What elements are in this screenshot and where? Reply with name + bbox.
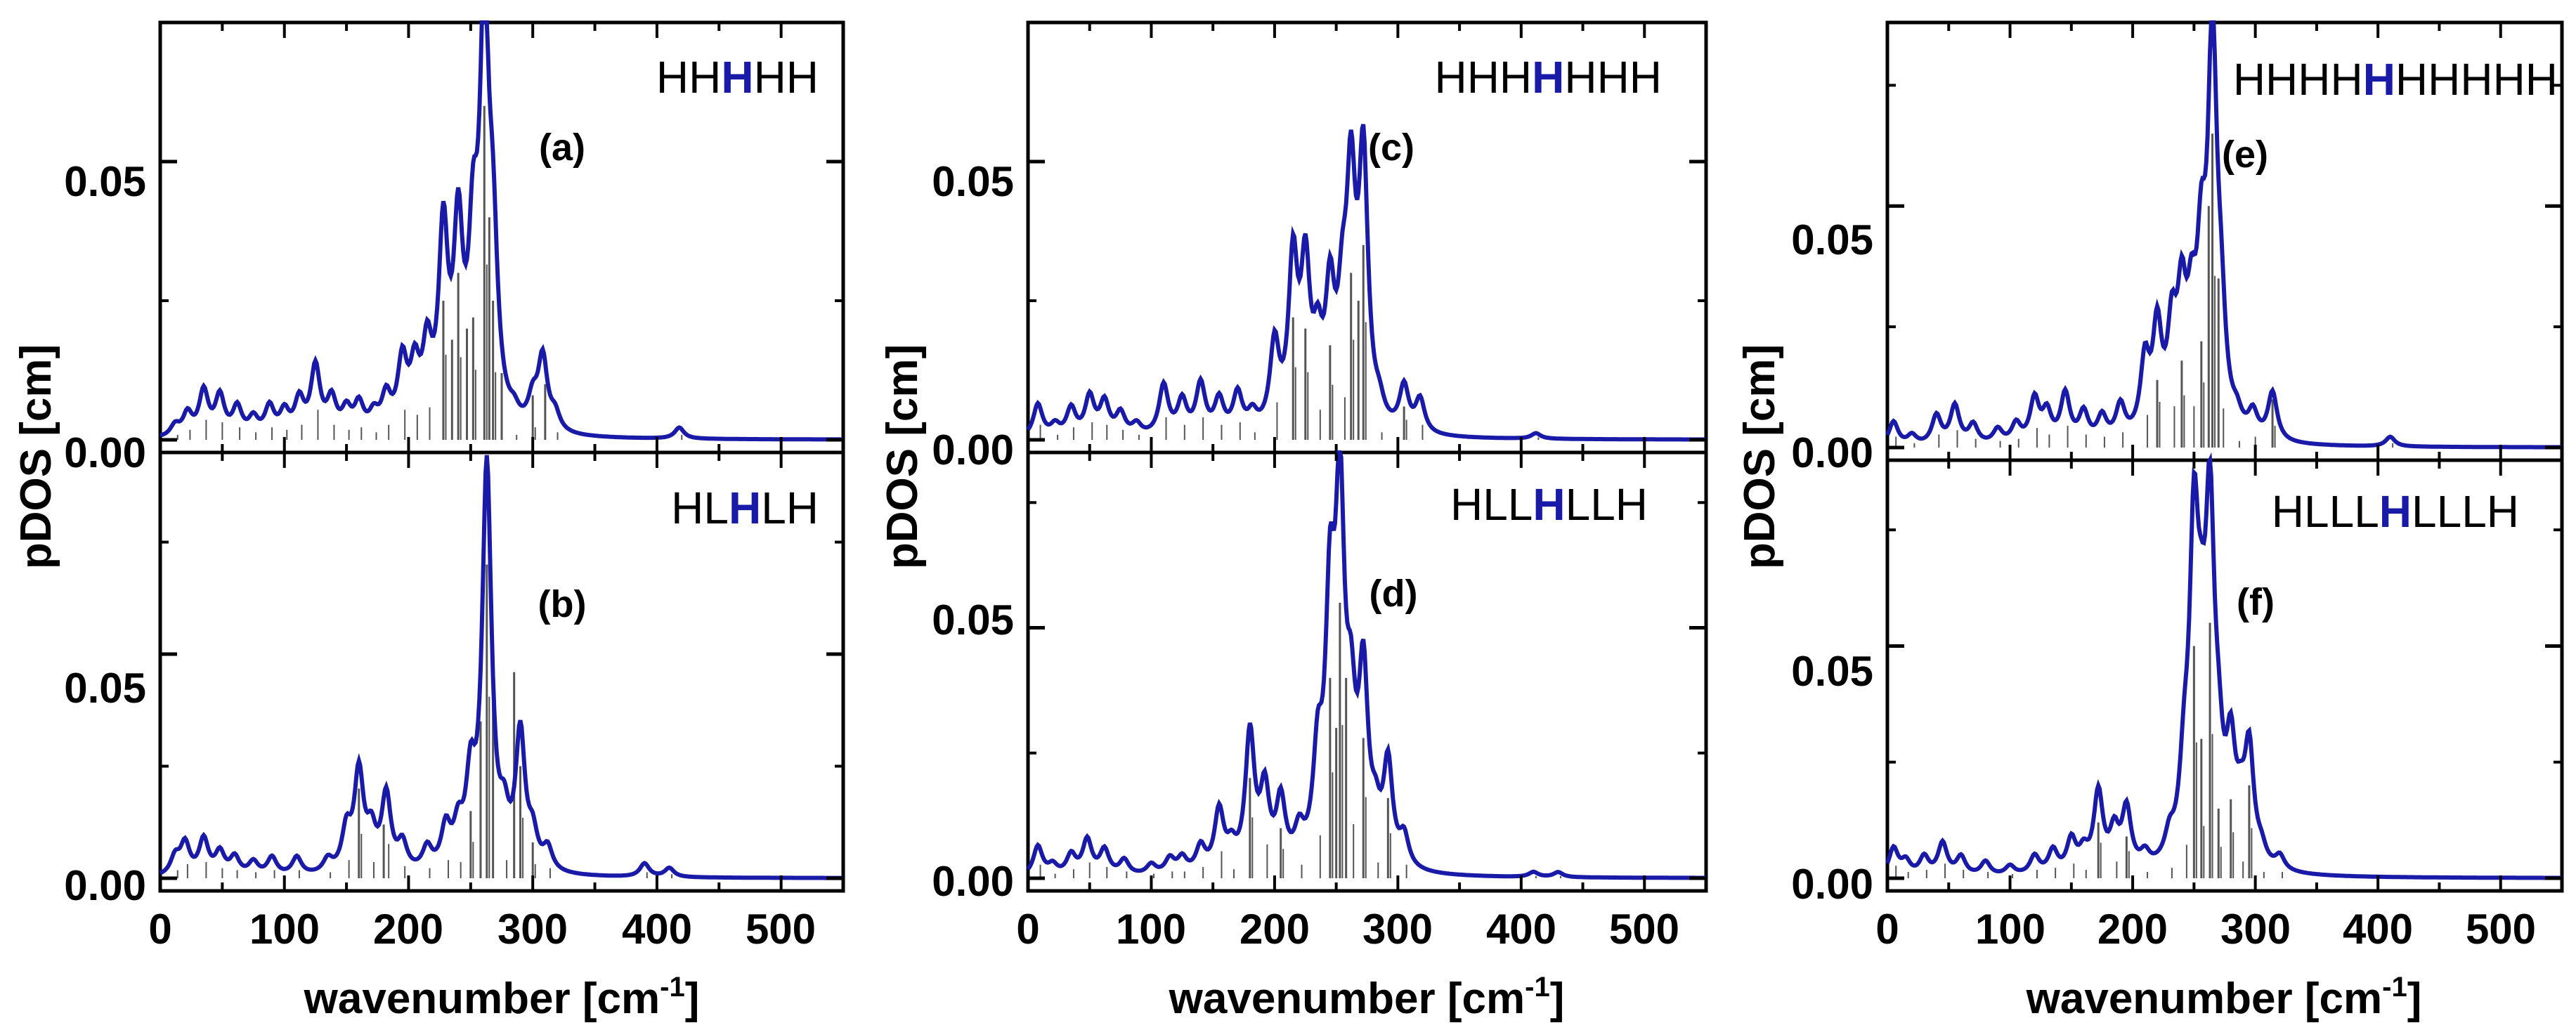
- x-axis-title: wavenumber [cm-1]: [1169, 972, 1565, 1023]
- y-tick-label: 0.05: [64, 665, 146, 712]
- y-tick-label: 0.00: [1791, 861, 1873, 908]
- stick-spectrum: [1039, 245, 1540, 440]
- y-axis-ticks: [1028, 501, 1706, 880]
- column-2: 0.05 0.00 HHHHHHH (c) 0.05 0.00 HLLHLLH …: [878, 20, 1708, 1023]
- panel-d: 0.05 0.00 HLLHLLH (d): [932, 450, 1708, 905]
- y-axis-ticks: [1028, 159, 1706, 442]
- y-tick-label: 0.00: [64, 429, 146, 476]
- panel-e: 0.05 0.00 HHHHHHHHHH (e): [1791, 20, 2564, 476]
- x-tick-label: 300: [497, 906, 568, 953]
- panel-b: 0.05 0.00 HLHLH (b): [64, 450, 845, 909]
- y-tick-label: 0.05: [1791, 216, 1873, 263]
- plot-frame: [1026, 450, 1708, 893]
- x-tick-label: 100: [1116, 906, 1186, 953]
- pdos-curve: [159, 455, 843, 880]
- panel-letter: (e): [2222, 133, 2268, 176]
- sequence-label: HLLHLLH: [1450, 479, 1648, 530]
- panel-c: 0.05 0.00 HHHHHHH (c): [932, 20, 1708, 474]
- y-axis-ticks: [1887, 84, 2562, 450]
- y-axis-title: pDOS [cm]: [12, 344, 60, 569]
- plot-frame: [1885, 458, 2564, 893]
- y-axis-ticks: [160, 540, 843, 880]
- panel-letter: (a): [539, 126, 585, 169]
- pdos-curve: [1026, 450, 1706, 880]
- x-tick-label: 500: [1609, 906, 1679, 953]
- y-axis-ticks: [1887, 528, 2562, 880]
- stick-spectrum: [1895, 622, 2284, 878]
- x-axis-title: wavenumber [cm-1]: [304, 972, 700, 1023]
- sequence-label: HHHHHHH: [1434, 52, 1662, 103]
- stick-spectrum: [176, 564, 673, 878]
- stick-spectrum: [176, 105, 683, 440]
- sequence-label: HHHHH: [656, 52, 819, 103]
- panel-letter: (d): [1370, 573, 1418, 615]
- x-tick-label: 200: [1240, 906, 1310, 953]
- y-tick-label: 0.00: [932, 426, 1014, 474]
- plot-frame: [158, 450, 845, 893]
- y-axis-title: pDOS [cm]: [878, 344, 927, 569]
- x-tick-label: 200: [2097, 906, 2168, 953]
- panel-letter: (f): [2237, 581, 2275, 623]
- sequence-label: HLLLHLLLH: [2272, 486, 2519, 537]
- x-tick-label: 500: [746, 906, 816, 953]
- column-1: 0.05 0.00 HHHHH (a) 0.05 0.00 HLHLH (b) …: [12, 20, 845, 1023]
- y-tick-label: 0.00: [1791, 429, 1873, 476]
- x-tick-label: 200: [373, 906, 443, 953]
- y-tick-label: 0.05: [1791, 648, 1873, 695]
- pdos-curve: [160, 20, 843, 442]
- sequence-label: HLHLH: [671, 483, 819, 533]
- x-tick-label: 300: [2220, 906, 2291, 953]
- column-3: 0.05 0.00 HHHHHHHHHH (e) 0.05 0.00 HLLLH…: [1736, 20, 2564, 1023]
- pdos-curve: [1885, 20, 2562, 450]
- x-axis-title: wavenumber [cm-1]: [2026, 972, 2422, 1023]
- x-tick-label: 0: [148, 906, 171, 953]
- x-tick-label: 100: [249, 906, 320, 953]
- pdos-curve: [1885, 452, 2562, 880]
- panel-f: 0.05 0.00 HLLLHLLLH (f): [1791, 452, 2564, 908]
- x-tick-label: 400: [2343, 906, 2413, 953]
- x-tick-label: 100: [1975, 906, 2045, 953]
- y-axis-ticks: [160, 159, 843, 442]
- stick-spectrum: [1039, 602, 1561, 878]
- x-tick-label: 500: [2466, 906, 2536, 953]
- sequence-label: HHHHHHHHHH: [2233, 54, 2558, 105]
- x-tick-label: 400: [1486, 906, 1556, 953]
- y-axis-title: pDOS [cm]: [1736, 344, 1784, 569]
- y-tick-label: 0.00: [64, 862, 146, 909]
- panel-letter: (c): [1368, 126, 1414, 169]
- y-tick-label: 0.05: [932, 158, 1014, 205]
- y-tick-label: 0.05: [932, 597, 1014, 644]
- stick-spectrum: [1895, 133, 2394, 448]
- x-tick-label: 400: [622, 906, 692, 953]
- pdos-curve: [1026, 124, 1706, 442]
- x-tick-label: 0: [1875, 906, 1899, 953]
- y-tick-label: 0.00: [932, 858, 1014, 905]
- y-tick-label: 0.05: [64, 158, 146, 205]
- panel-a: 0.05 0.00 HHHHH (a): [64, 20, 845, 476]
- x-tick-label: 0: [1016, 906, 1039, 953]
- panel-letter: (b): [538, 583, 587, 625]
- x-tick-label: 300: [1362, 906, 1433, 953]
